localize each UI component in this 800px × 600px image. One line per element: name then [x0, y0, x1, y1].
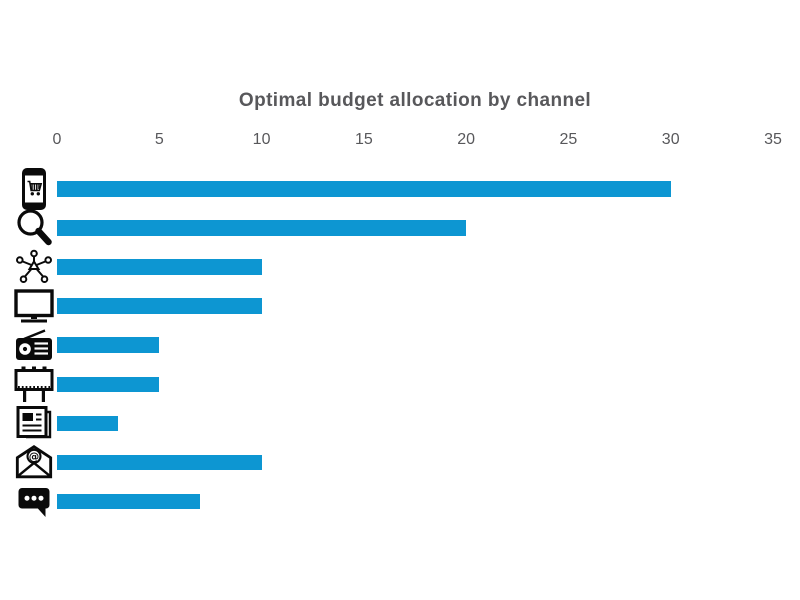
- svg-text:@: @: [29, 452, 39, 464]
- bar-billboard: [57, 376, 160, 392]
- search-icon: [14, 208, 54, 248]
- email-icon: @: [14, 443, 54, 481]
- x-tick-30: 30: [661, 131, 680, 148]
- chart-title: Optimal budget allocation by channel: [238, 90, 592, 111]
- bar-affiliate-network: [57, 259, 262, 275]
- x-tick-5: 5: [154, 131, 164, 148]
- billboard-icon: [14, 366, 54, 403]
- tv-icon: [14, 289, 54, 323]
- x-tick-0: 0: [52, 131, 62, 148]
- bar-mobile-shopping: [57, 181, 671, 197]
- bar-chat-bubble: [57, 493, 201, 510]
- bar-radio: [57, 337, 160, 353]
- x-tick-20: 20: [457, 131, 476, 148]
- x-tick-10: 10: [252, 131, 271, 148]
- x-tick-15: 15: [354, 131, 373, 148]
- bar-email: [57, 454, 262, 471]
- bar-newspaper: [57, 415, 119, 432]
- bar-search: [57, 220, 467, 236]
- bar-tv: [57, 298, 262, 314]
- mobile-shopping-icon: [14, 167, 54, 210]
- x-tick-25: 25: [559, 131, 578, 148]
- x-axis: 0 5 10 15 20 25 30 35: [0, 131, 800, 151]
- radio-icon: [14, 328, 54, 362]
- newspaper-icon: [14, 405, 54, 441]
- x-tick-35: 35: [764, 131, 782, 148]
- affiliate-network-icon: [14, 249, 54, 285]
- chat-bubble-icon: [14, 486, 54, 518]
